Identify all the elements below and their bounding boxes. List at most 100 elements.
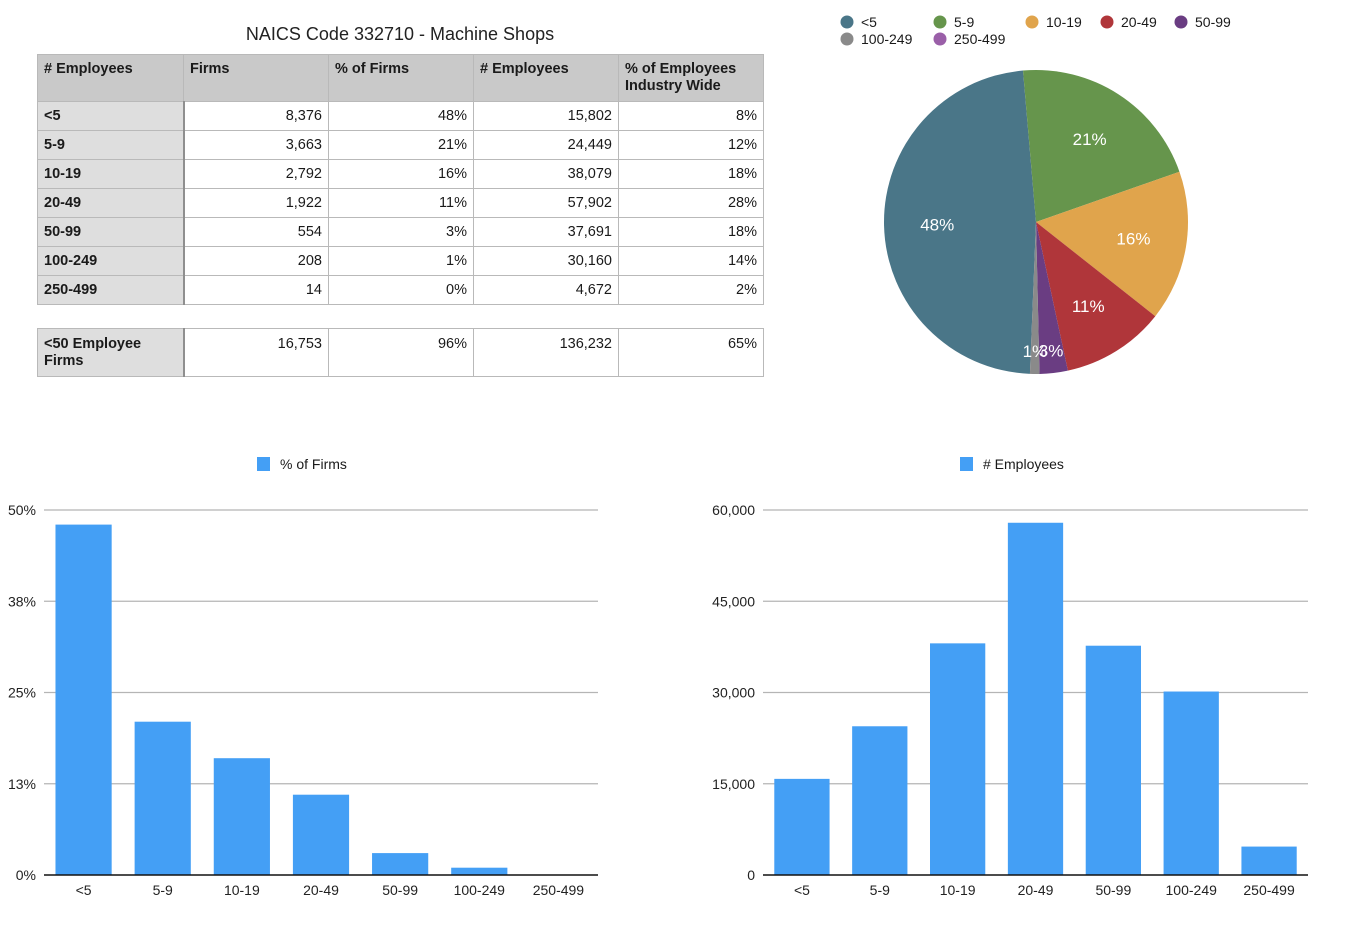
y-tick-label: 13% bbox=[8, 776, 36, 792]
pie-slice bbox=[884, 70, 1036, 374]
x-tick-label: 250-499 bbox=[1243, 882, 1295, 898]
table-cell: 24,449 bbox=[473, 130, 619, 160]
y-tick-label: 30,000 bbox=[712, 685, 755, 701]
bar bbox=[774, 778, 830, 875]
row-label: <50 Employee Firms bbox=[37, 328, 185, 377]
table-cell: 37,691 bbox=[473, 217, 619, 247]
table-row: 250-499 14 0% 4,672 2% bbox=[37, 275, 764, 305]
x-tick-label: 10-19 bbox=[940, 882, 976, 898]
table-cell: 1,922 bbox=[183, 188, 329, 218]
pie-slice bbox=[1022, 70, 1180, 222]
table-row: 20-49 1,922 11% 57,902 28% bbox=[37, 188, 764, 218]
pie-slice bbox=[1036, 222, 1068, 374]
table-cell: 0% bbox=[328, 275, 474, 305]
table-cell: 21% bbox=[328, 130, 474, 160]
x-tick-label: 20-49 bbox=[1018, 882, 1054, 898]
row-label: 5-9 bbox=[37, 130, 185, 160]
table-cell: 96% bbox=[328, 328, 474, 377]
bar bbox=[372, 853, 429, 875]
x-tick-label: 10-19 bbox=[224, 882, 260, 898]
table-row: 10-19 2,792 16% 38,079 18% bbox=[37, 159, 764, 189]
legend-swatch bbox=[1174, 15, 1188, 29]
legend-swatch bbox=[257, 457, 270, 471]
table-cell: 8,376 bbox=[183, 101, 329, 131]
table-cell: 57,902 bbox=[473, 188, 619, 218]
pie-label: 16% bbox=[1116, 229, 1150, 248]
x-tick-label: 50-99 bbox=[382, 882, 418, 898]
legend-label: # Employees bbox=[983, 456, 1064, 472]
pie-slice bbox=[1036, 171, 1188, 317]
legend-swatch bbox=[933, 15, 947, 29]
table-row: 5-9 3,663 21% 24,449 12% bbox=[37, 130, 764, 160]
table-cell: 38,079 bbox=[473, 159, 619, 189]
legend-label: 10-19 bbox=[1046, 14, 1082, 30]
legend-label: <5 bbox=[861, 14, 877, 30]
table-cell: 554 bbox=[183, 217, 329, 247]
table-cell: 30,160 bbox=[473, 246, 619, 276]
table-cell: 1% bbox=[328, 246, 474, 276]
table-cell: 12% bbox=[618, 130, 764, 160]
header-cell: Firms bbox=[183, 54, 329, 102]
x-tick-label: 50-99 bbox=[1095, 882, 1131, 898]
bar bbox=[451, 867, 508, 875]
table-cell: 136,232 bbox=[473, 328, 619, 377]
bar bbox=[1007, 522, 1064, 875]
table-row: 100-249 208 1% 30,160 14% bbox=[37, 246, 764, 276]
x-tick-label: 250-499 bbox=[533, 882, 585, 898]
bar bbox=[1085, 645, 1141, 875]
row-label: 20-49 bbox=[37, 188, 185, 218]
legend-swatch bbox=[933, 32, 947, 46]
pie-label: 1% bbox=[1023, 342, 1048, 361]
header-cell: % of Firms bbox=[328, 54, 474, 102]
x-tick-label: 5-9 bbox=[153, 882, 173, 898]
y-tick-label: 15,000 bbox=[712, 776, 755, 792]
row-label: 10-19 bbox=[37, 159, 185, 189]
y-tick-label: 25% bbox=[8, 685, 36, 701]
table-cell: 14 bbox=[183, 275, 329, 305]
total-row: <50 Employee Firms 16,753 96% 136,232 65… bbox=[37, 328, 764, 377]
table-cell: 3,663 bbox=[183, 130, 329, 160]
legend-label: 100-249 bbox=[861, 31, 913, 47]
legend-label: % of Firms bbox=[280, 456, 347, 472]
bar bbox=[930, 643, 986, 875]
bar bbox=[292, 794, 350, 875]
table-cell: 28% bbox=[618, 188, 764, 218]
y-tick-label: 0% bbox=[16, 867, 36, 883]
bar bbox=[1241, 846, 1297, 875]
table-cell: 16% bbox=[328, 159, 474, 189]
pie-slice bbox=[1036, 222, 1156, 371]
table-cell: 11% bbox=[328, 188, 474, 218]
header-cell: % of Employees Industry Wide bbox=[618, 54, 764, 102]
table-cell: 18% bbox=[618, 159, 764, 189]
table-row: <5 8,376 48% 15,802 8% bbox=[37, 101, 764, 131]
x-tick-label: 100-249 bbox=[454, 882, 506, 898]
legend-swatch bbox=[1100, 15, 1114, 29]
bar bbox=[134, 721, 191, 875]
table-cell: 2,792 bbox=[183, 159, 329, 189]
table-cell: 2% bbox=[618, 275, 764, 305]
table-cell: 14% bbox=[618, 246, 764, 276]
pie-slice bbox=[1029, 222, 1040, 374]
table-cell: 65% bbox=[618, 328, 764, 377]
pie-label: 48% bbox=[920, 215, 954, 234]
pie-label: 11% bbox=[1072, 297, 1105, 316]
table-cell: 48% bbox=[328, 101, 474, 131]
table-cell: 3% bbox=[328, 217, 474, 247]
x-tick-label: 100-249 bbox=[1166, 882, 1218, 898]
y-tick-label: 45,000 bbox=[712, 593, 755, 609]
header-cell: # Employees bbox=[473, 54, 619, 102]
table-row: 50-99 554 3% 37,691 18% bbox=[37, 217, 764, 247]
total-table: <50 Employee Firms 16,753 96% 136,232 65… bbox=[37, 328, 764, 377]
table-cell: 15,802 bbox=[473, 101, 619, 131]
row-label: <5 bbox=[37, 101, 185, 131]
row-label: 50-99 bbox=[37, 217, 185, 247]
firms-bar-chart: % of Firms 0% 13% 25% 38% 50% <5 5-9 10-19 20-49 5… bbox=[8, 456, 598, 898]
data-table: # Employees Firms % of Firms # Employees… bbox=[37, 54, 764, 305]
legend-label: 50-99 bbox=[1195, 14, 1231, 30]
y-tick-label: 50% bbox=[8, 502, 36, 518]
table-cell: 4,672 bbox=[473, 275, 619, 305]
legend-swatch bbox=[960, 457, 973, 471]
row-label: 100-249 bbox=[37, 246, 185, 276]
x-tick-label: <5 bbox=[794, 882, 810, 898]
y-tick-label: 60,000 bbox=[712, 502, 755, 518]
